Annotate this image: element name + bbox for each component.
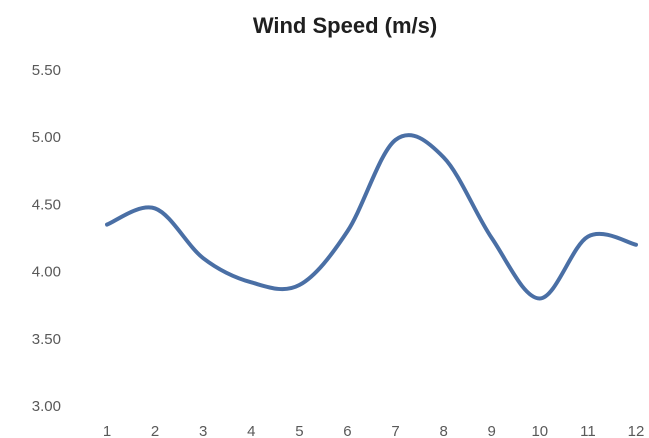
x-tick-label: 6 [343, 423, 351, 438]
y-tick-label: 5.50 [32, 62, 61, 79]
y-tick-label: 4.50 [32, 196, 61, 213]
y-tick-label: 3.00 [32, 398, 61, 415]
x-tick-label: 5 [295, 423, 303, 438]
y-tick-label: 4.00 [32, 264, 61, 281]
chart-title: Wind Speed (m/s) [253, 13, 437, 38]
series-line [105, 133, 638, 301]
x-axis-ticks: 1 2 3 4 5 6 7 8 9 10 11 12 [103, 423, 645, 438]
x-tick-label: 4 [247, 423, 255, 438]
y-axis-ticks: 3.00 3.50 4.00 4.50 5.00 5.50 [32, 62, 61, 415]
x-tick-label: 1 [103, 423, 111, 438]
x-tick-label: 8 [439, 423, 447, 438]
x-tick-label: 2 [151, 423, 159, 438]
y-tick-label: 3.50 [32, 331, 61, 348]
x-tick-label: 10 [531, 423, 548, 438]
y-tick-label: 5.00 [32, 129, 61, 146]
x-tick-label: 3 [199, 423, 207, 438]
x-tick-label: 9 [488, 423, 496, 438]
x-tick-label: 11 [580, 423, 596, 438]
x-tick-label: 12 [628, 423, 645, 438]
x-tick-label: 7 [391, 423, 399, 438]
